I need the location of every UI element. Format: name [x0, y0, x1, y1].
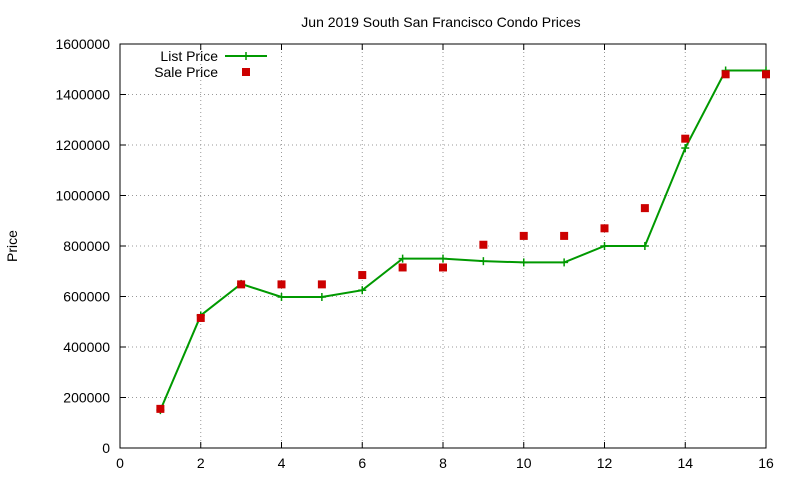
y-tick-label: 600000	[63, 289, 110, 305]
data-point	[317, 280, 326, 289]
y-tick-label: 0	[102, 440, 110, 456]
series-0	[156, 66, 770, 415]
x-tick-label: 12	[597, 455, 613, 471]
data-point	[277, 293, 286, 302]
data-point	[398, 263, 407, 272]
y-tick-label: 1400000	[55, 87, 110, 103]
data-point	[237, 280, 246, 289]
data-point	[560, 231, 569, 240]
data-point	[681, 134, 690, 143]
chart-title: Jun 2019 South San Francisco Condo Price…	[301, 14, 580, 30]
x-tick-label: 16	[758, 455, 774, 471]
data-point	[196, 313, 205, 322]
data-point	[681, 144, 690, 153]
x-tick-label: 2	[197, 455, 205, 471]
x-tick-label: 8	[439, 455, 447, 471]
legend-swatch-marker	[242, 52, 250, 60]
data-point	[519, 258, 528, 267]
data-point	[277, 280, 286, 289]
y-axis-label: Price	[4, 230, 20, 262]
y-tick-label: 1000000	[55, 188, 110, 204]
x-tick-label: 10	[516, 455, 532, 471]
y-tick-label: 1600000	[55, 36, 110, 52]
data-point	[398, 254, 407, 263]
data-point	[600, 242, 609, 250]
data-point	[358, 271, 367, 280]
data-point	[479, 240, 488, 249]
x-tick-label: 4	[278, 455, 286, 471]
legend-label-1: Sale Price	[154, 64, 218, 80]
x-tick-label: 0	[116, 455, 124, 471]
data-point	[600, 224, 609, 233]
axes	[119, 43, 767, 449]
data-point	[640, 242, 649, 250]
series-line	[159, 69, 766, 411]
series-1	[156, 70, 770, 413]
series-group	[156, 66, 770, 415]
data-point	[439, 263, 447, 272]
data-point	[560, 258, 569, 267]
y-tick-label: 200000	[63, 390, 110, 406]
data-point	[156, 404, 165, 413]
data-point	[762, 70, 770, 79]
data-point	[721, 70, 730, 79]
grid-lines	[120, 44, 766, 448]
y-tick-label: 400000	[63, 339, 110, 355]
tick-labels: 0 2 4 6 8 10 12 14 16 0 200000 400000 600000 800000 10…	[55, 36, 774, 471]
data-point	[317, 293, 326, 302]
data-point	[519, 231, 528, 240]
data-point	[439, 254, 447, 263]
data-point	[479, 257, 488, 266]
legend-label-0: List Price	[160, 48, 218, 64]
y-tick-label: 800000	[63, 238, 110, 254]
x-tick-label: 14	[677, 455, 693, 471]
y-tick-label: 1200000	[55, 137, 110, 153]
data-point	[358, 286, 367, 295]
x-tick-label: 6	[358, 455, 366, 471]
legend-swatch-marker	[242, 68, 250, 76]
data-point	[640, 204, 649, 213]
